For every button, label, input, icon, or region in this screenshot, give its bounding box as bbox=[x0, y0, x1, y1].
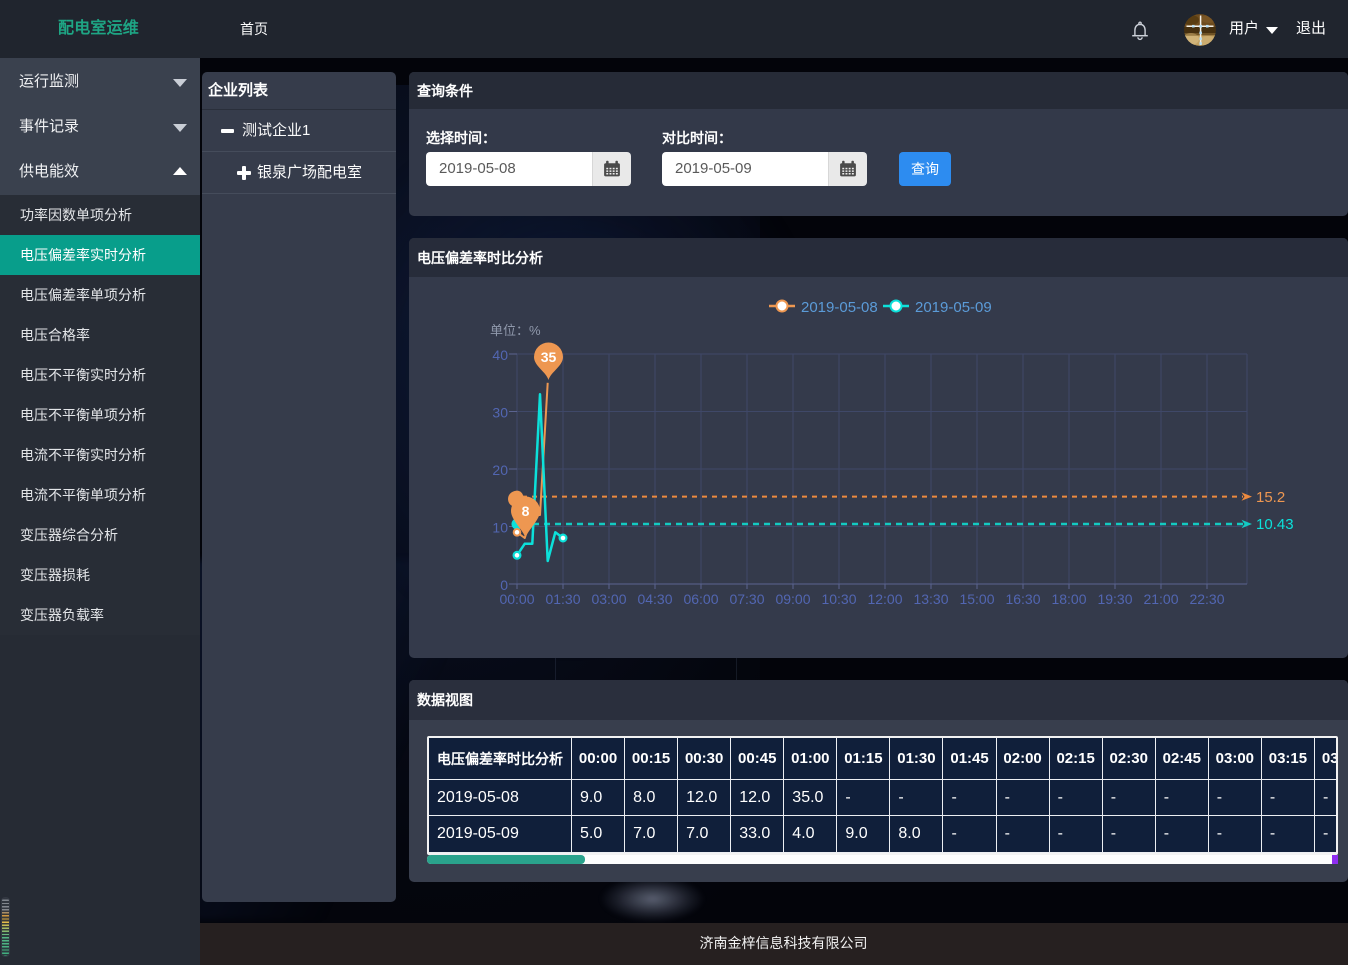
svg-text:16:30: 16:30 bbox=[1005, 591, 1040, 607]
svg-text:07:30: 07:30 bbox=[729, 591, 764, 607]
svg-text:8: 8 bbox=[522, 503, 530, 519]
svg-text:10.43: 10.43 bbox=[1256, 516, 1294, 533]
svg-text:2019-05-08: 2019-05-08 bbox=[801, 299, 878, 316]
svg-text:21:00: 21:00 bbox=[1143, 591, 1178, 607]
svg-text:15:00: 15:00 bbox=[959, 591, 994, 607]
svg-text:19:30: 19:30 bbox=[1097, 591, 1132, 607]
svg-text:00:00: 00:00 bbox=[499, 591, 534, 607]
svg-text:09:00: 09:00 bbox=[775, 591, 810, 607]
svg-text:0: 0 bbox=[500, 577, 508, 593]
svg-text:15.2: 15.2 bbox=[1256, 489, 1285, 506]
svg-text:30: 30 bbox=[492, 405, 508, 421]
svg-text:单位：%: 单位：% bbox=[490, 323, 541, 338]
svg-text:12:00: 12:00 bbox=[867, 591, 902, 607]
svg-text:04:30: 04:30 bbox=[637, 591, 672, 607]
svg-text:35: 35 bbox=[541, 349, 557, 365]
svg-text:10:30: 10:30 bbox=[821, 591, 856, 607]
svg-text:18:00: 18:00 bbox=[1051, 591, 1086, 607]
svg-text:22:30: 22:30 bbox=[1189, 591, 1224, 607]
svg-text:03:00: 03:00 bbox=[591, 591, 626, 607]
svg-text:10: 10 bbox=[492, 520, 508, 536]
svg-text:13:30: 13:30 bbox=[913, 591, 948, 607]
svg-text:06:00: 06:00 bbox=[683, 591, 718, 607]
svg-text:2019-05-09: 2019-05-09 bbox=[915, 299, 992, 316]
svg-text:01:30: 01:30 bbox=[545, 591, 580, 607]
svg-text:40: 40 bbox=[492, 347, 508, 363]
svg-text:20: 20 bbox=[492, 462, 508, 478]
